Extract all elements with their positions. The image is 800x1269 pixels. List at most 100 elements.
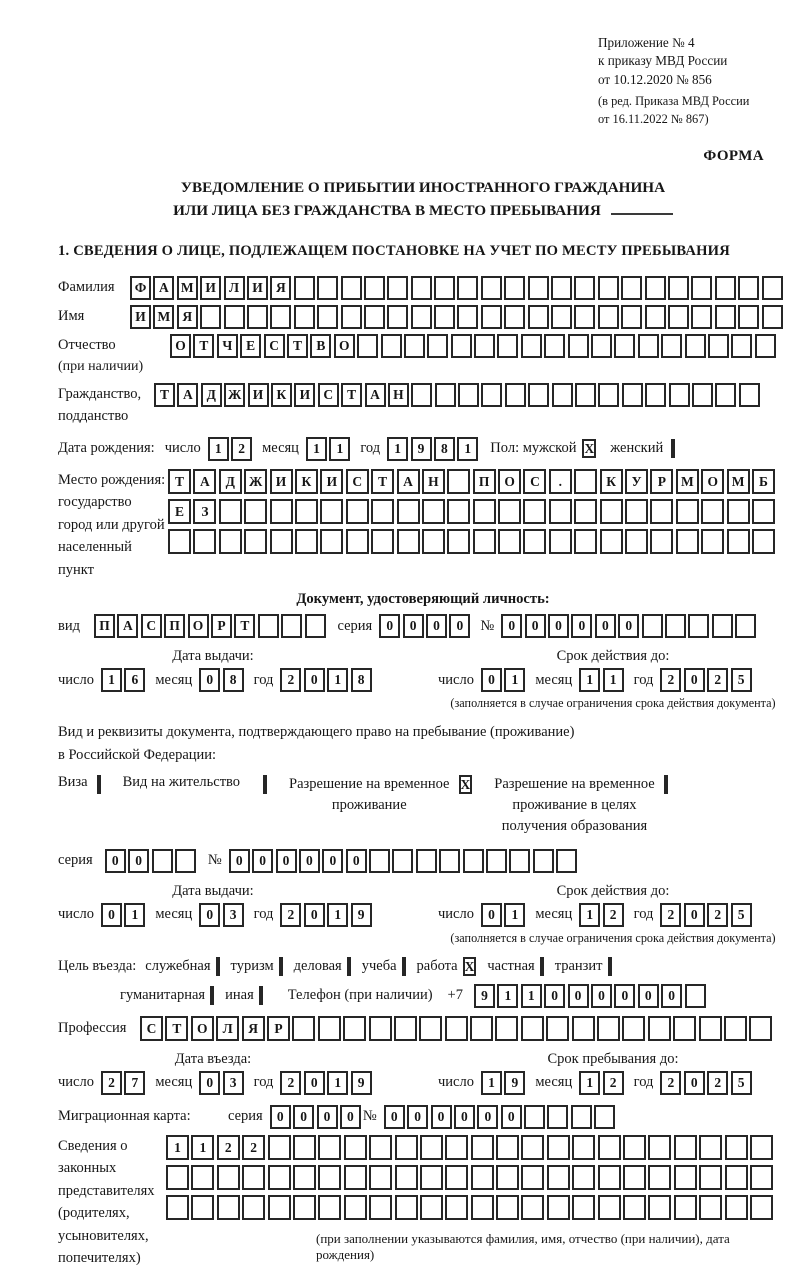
char-cell[interactable] [439, 848, 461, 873]
char-cell[interactable] [504, 275, 526, 300]
char-cell[interactable] [421, 528, 445, 554]
char-cell[interactable] [574, 468, 598, 494]
char-cell[interactable]: Ф [130, 275, 151, 300]
char-cell[interactable] [472, 528, 496, 554]
char-cell[interactable] [343, 1194, 367, 1220]
char-cell[interactable]: П [164, 614, 186, 639]
char-cell[interactable]: Т [286, 333, 308, 358]
char-cell[interactable] [369, 1134, 393, 1160]
day-cell[interactable]: 1 [504, 902, 526, 927]
year-cell[interactable]: 2 [707, 1070, 729, 1095]
char-cell[interactable] [572, 1134, 596, 1160]
checkbox-cell[interactable] [663, 774, 668, 794]
year-cell[interactable]: 1 [327, 668, 349, 693]
char-cell[interactable]: Р [650, 468, 674, 494]
month-cell[interactable]: 3 [222, 902, 244, 927]
char-cell[interactable] [223, 304, 245, 329]
month-cell[interactable]: 1 [602, 668, 624, 693]
checkbox-cell[interactable] [96, 774, 101, 794]
char-cell[interactable] [419, 1015, 443, 1041]
char-cell[interactable] [551, 275, 573, 300]
char-cell[interactable] [480, 304, 502, 329]
char-cell[interactable] [497, 333, 519, 358]
char-cell[interactable] [548, 498, 572, 524]
char-cell[interactable] [644, 275, 666, 300]
char-cell[interactable]: 0 [128, 848, 150, 873]
char-cell[interactable]: 0 [345, 848, 367, 873]
char-cell[interactable] [269, 498, 293, 524]
char-cell[interactable]: 0 [269, 1104, 291, 1129]
char-cell[interactable] [701, 498, 725, 524]
char-cell[interactable] [427, 333, 449, 358]
char-cell[interactable] [572, 1194, 596, 1220]
char-cell[interactable] [434, 275, 456, 300]
char-cell[interactable] [546, 1194, 570, 1220]
char-cell[interactable] [267, 1134, 291, 1160]
char-cell[interactable] [357, 333, 379, 358]
char-cell[interactable]: И [320, 468, 344, 494]
year-cell[interactable]: 0 [303, 902, 325, 927]
char-cell[interactable]: А [153, 275, 175, 300]
year-cell[interactable]: 5 [730, 668, 752, 693]
char-cell[interactable] [648, 1164, 672, 1190]
year-cell[interactable]: 2 [707, 902, 729, 927]
month-cell[interactable]: 0 [199, 1070, 221, 1095]
char-cell[interactable] [699, 1134, 723, 1160]
purpose-transit-checkbox[interactable] [607, 956, 612, 977]
day-cell[interactable]: 6 [124, 668, 146, 693]
year-cell[interactable]: 2 [707, 668, 729, 693]
char-cell[interactable] [641, 614, 663, 639]
char-cell[interactable] [318, 1134, 342, 1160]
char-cell[interactable] [749, 1015, 773, 1041]
year-cell[interactable]: 1 [327, 902, 349, 927]
char-cell[interactable] [648, 1134, 672, 1160]
char-cell[interactable] [547, 1104, 569, 1129]
char-cell[interactable]: А [117, 614, 139, 639]
char-cell[interactable] [193, 528, 217, 554]
char-cell[interactable] [699, 1164, 723, 1190]
char-cell[interactable] [625, 498, 649, 524]
char-cell[interactable] [191, 1194, 215, 1220]
char-cell[interactable]: . [548, 468, 572, 494]
char-cell[interactable]: 1 [497, 983, 519, 1008]
year-cell[interactable]: 1 [457, 436, 479, 461]
char-cell[interactable] [496, 1134, 520, 1160]
char-cell[interactable]: 0 [548, 614, 570, 639]
char-cell[interactable]: Т [154, 382, 175, 407]
char-cell[interactable] [523, 528, 547, 554]
char-cell[interactable] [168, 528, 191, 554]
char-cell[interactable] [269, 528, 293, 554]
month-cell[interactable]: 3 [222, 1070, 244, 1095]
char-cell[interactable] [403, 333, 425, 358]
char-cell[interactable] [761, 275, 783, 300]
purpose-other-checkbox[interactable] [258, 985, 263, 1006]
checkbox-cell[interactable] [278, 956, 283, 976]
char-cell[interactable] [317, 304, 339, 329]
year-cell[interactable]: 0 [303, 668, 325, 693]
char-cell[interactable] [369, 1194, 393, 1220]
char-cell[interactable] [470, 1134, 494, 1160]
char-cell[interactable]: Д [218, 468, 242, 494]
char-cell[interactable] [318, 1164, 342, 1190]
char-cell[interactable]: Л [223, 275, 245, 300]
char-cell[interactable] [544, 333, 566, 358]
char-cell[interactable]: М [153, 304, 175, 329]
char-cell[interactable]: С [523, 468, 547, 494]
char-cell[interactable] [551, 304, 573, 329]
char-cell[interactable] [445, 1164, 469, 1190]
char-cell[interactable] [645, 382, 667, 407]
sex-male-checkbox[interactable]: X [582, 438, 597, 459]
char-cell[interactable] [496, 1164, 520, 1190]
year-cell[interactable]: 0 [683, 668, 705, 693]
char-cell[interactable] [726, 498, 750, 524]
char-cell[interactable] [151, 848, 173, 873]
char-cell[interactable] [591, 333, 613, 358]
char-cell[interactable] [664, 614, 686, 639]
char-cell[interactable] [345, 528, 369, 554]
char-cell[interactable] [614, 333, 636, 358]
char-cell[interactable]: У [625, 468, 649, 494]
day-cell[interactable]: 1 [504, 668, 526, 693]
char-cell[interactable] [597, 275, 619, 300]
char-cell[interactable]: Я [270, 275, 292, 300]
